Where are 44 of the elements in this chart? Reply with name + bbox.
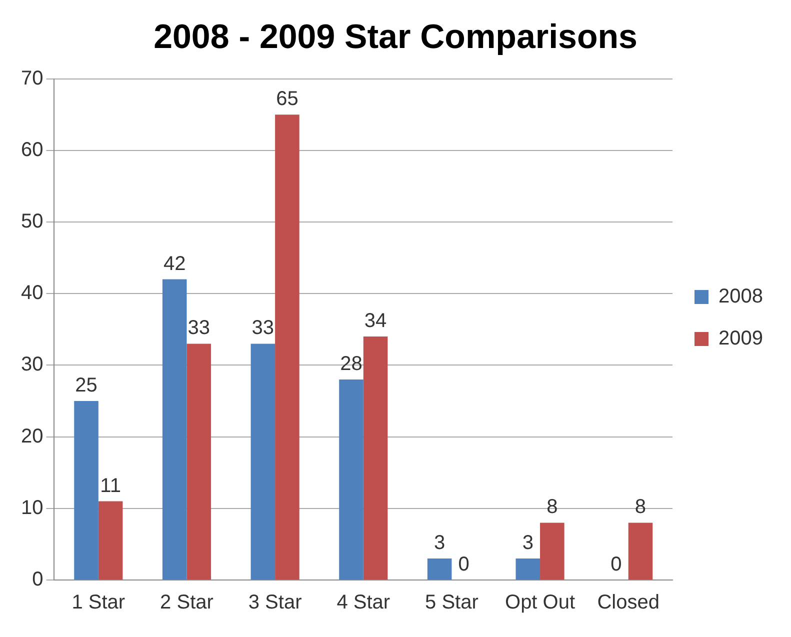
x-tick-label: Closed: [597, 592, 660, 614]
data-label: 25: [75, 374, 98, 397]
data-label: 0: [458, 554, 470, 576]
bar: [363, 336, 388, 580]
y-tick-label: 40: [20, 282, 44, 304]
bar: [516, 558, 540, 580]
data-label: 0: [610, 554, 622, 576]
data-label: 65: [276, 88, 298, 110]
x-tick-label: Opt Out: [505, 592, 576, 614]
data-label: 3: [434, 532, 446, 554]
bar: [339, 380, 364, 580]
y-tick-label: 50: [20, 210, 44, 233]
data-label: 28: [340, 353, 362, 376]
y-tick-label: 60: [20, 138, 44, 161]
chart-title: 2008 - 2009 Star Comparisons: [154, 18, 638, 56]
data-label: 33: [252, 317, 274, 340]
bar: [186, 344, 212, 580]
y-tick-label: 20: [20, 425, 44, 448]
bar: [250, 344, 276, 580]
y-tick-label: 30: [20, 354, 44, 376]
bar: [628, 522, 653, 580]
legend-label: 2009: [718, 328, 764, 350]
y-tick-label: 0: [32, 568, 44, 591]
y-tick-label: 70: [20, 67, 44, 90]
bar: [98, 501, 123, 580]
data-label: 33: [188, 317, 210, 340]
x-tick-label: 3 Star: [248, 592, 302, 614]
bar: [74, 401, 98, 580]
data-label: 3: [522, 532, 534, 554]
data-label: 34: [364, 310, 387, 332]
x-tick-label: 5 Star: [425, 592, 479, 614]
bar: [540, 522, 564, 580]
data-label: 8: [546, 496, 558, 518]
x-tick-label: 1 Star: [72, 592, 126, 614]
x-tick-label: 2 Star: [160, 592, 214, 614]
bar: [275, 114, 300, 580]
x-tick-label: 4 Star: [336, 592, 390, 614]
data-label: 8: [634, 496, 646, 518]
data-label: 42: [163, 252, 186, 275]
legend-label: 2008: [718, 286, 764, 308]
data-label: 11: [100, 474, 121, 497]
y-tick-label: 10: [20, 496, 44, 519]
bar: [162, 279, 187, 580]
bar: [427, 558, 452, 580]
